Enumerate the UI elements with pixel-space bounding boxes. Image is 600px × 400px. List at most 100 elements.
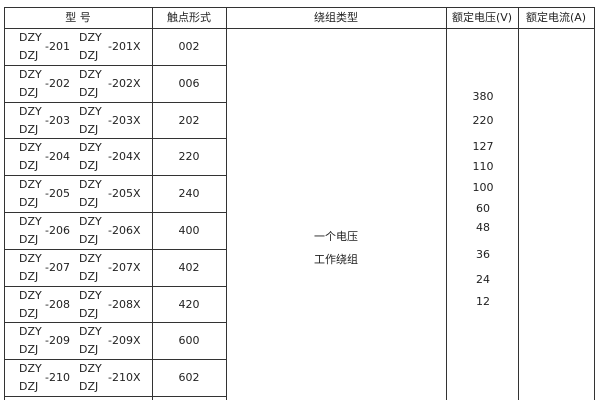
model-number: -203: [45, 113, 70, 127]
voltage-value: 380: [472, 90, 494, 103]
column-divider: [446, 7, 447, 400]
contact-form: 600: [178, 334, 200, 348]
model-prefix-c: DZY: [79, 362, 102, 376]
header-voltage: 额定电压(V): [451, 11, 513, 24]
model-number-x: -209X: [108, 334, 141, 348]
model-number-x: -204X: [108, 150, 141, 164]
contact-form: 006: [178, 76, 200, 90]
model-prefix-b: DZJ: [19, 49, 39, 62]
model-prefix-c: DZY: [79, 67, 102, 81]
model-prefix-b: DZJ: [19, 159, 39, 173]
model-prefix-d: DZJ: [79, 306, 99, 320]
model-prefix-d: DZJ: [79, 343, 99, 357]
model-prefix-d: DZJ: [79, 49, 99, 62]
column-divider: [4, 7, 5, 400]
model-number-x: -203X: [108, 113, 141, 127]
model-number-x: -205X: [108, 187, 141, 201]
row-divider: [4, 286, 226, 287]
contact-form: 220: [178, 150, 200, 164]
column-divider: [226, 7, 227, 400]
winding-line-2: 工作绕组: [314, 253, 358, 266]
model-prefix-c: DZY: [79, 325, 102, 339]
model-prefix-b: DZJ: [19, 380, 39, 394]
column-divider: [518, 7, 519, 400]
border-top: [4, 7, 595, 8]
model-prefix-d: DZJ: [79, 122, 99, 136]
model-prefix-a: DZY: [19, 178, 42, 192]
model-number-x: -208X: [108, 297, 141, 311]
column-divider: [594, 7, 595, 400]
model-prefix-a: DZY: [19, 215, 42, 228]
model-prefix-a: DZY: [19, 288, 42, 302]
model-prefix-b: DZJ: [19, 269, 39, 283]
row-divider: [4, 175, 226, 176]
row-divider: [4, 212, 226, 213]
model-number: -207: [45, 260, 70, 274]
contact-form: 402: [178, 260, 200, 274]
model-prefix-c: DZY: [79, 251, 102, 265]
model-number: -204: [45, 150, 70, 164]
model-number-x: -210X: [108, 371, 141, 385]
contact-form: 420: [178, 297, 200, 311]
winding-line-1: 一个电压: [314, 230, 358, 243]
row-divider: [4, 322, 226, 323]
voltage-value: 100: [472, 181, 494, 194]
header-model: 型 号: [65, 11, 91, 24]
row-divider: [4, 249, 226, 250]
model-prefix-a: DZY: [19, 67, 42, 81]
model-prefix-c: DZY: [79, 104, 102, 118]
model-prefix-d: DZJ: [79, 380, 99, 394]
column-divider: [152, 7, 153, 400]
model-prefix-c: DZY: [79, 31, 102, 44]
model-prefix-d: DZJ: [79, 85, 99, 99]
row-divider: [4, 138, 226, 139]
model-prefix-c: DZY: [79, 288, 102, 302]
model-number: -206: [45, 224, 70, 237]
model-number: -210: [45, 371, 70, 385]
model-prefix-c: DZY: [79, 178, 102, 192]
model-prefix-d: DZJ: [79, 196, 99, 210]
model-prefix-a: DZY: [19, 104, 42, 118]
model-number: -208: [45, 297, 70, 311]
header-winding: 绕组类型: [314, 11, 358, 24]
model-prefix-a: DZY: [19, 251, 42, 265]
model-number: -202: [45, 76, 70, 90]
voltage-value: 127: [472, 140, 494, 153]
model-number-x: -201X: [108, 40, 141, 53]
header-divider: [4, 28, 595, 29]
header-current: 额定电流(A): [525, 11, 587, 24]
model-prefix-d: DZJ: [79, 269, 99, 283]
model-prefix-b: DZJ: [19, 122, 39, 136]
model-number-x: -207X: [108, 260, 141, 274]
model-prefix-a: DZY: [19, 362, 42, 376]
model-prefix-d: DZJ: [79, 159, 99, 173]
contact-form: 602: [178, 371, 200, 385]
voltage-value: 36: [476, 248, 490, 261]
model-prefix-c: DZY: [79, 215, 102, 228]
model-prefix-a: DZY: [19, 325, 42, 339]
voltage-value: 220: [472, 114, 494, 127]
contact-form: 240: [178, 187, 200, 201]
row-divider: [4, 396, 226, 397]
model-number: -201: [45, 40, 70, 53]
header-contact: 触点形式: [167, 11, 211, 24]
model-prefix-c: DZY: [79, 141, 102, 155]
model-prefix-b: DZJ: [19, 85, 39, 99]
model-prefix-a: DZY: [19, 31, 42, 44]
model-prefix-b: DZJ: [19, 343, 39, 357]
model-prefix-a: DZY: [19, 141, 42, 155]
model-prefix-d: DZJ: [79, 233, 99, 246]
row-divider: [4, 102, 226, 103]
row-divider: [4, 65, 226, 66]
voltage-value: 48: [476, 221, 490, 234]
model-prefix-b: DZJ: [19, 306, 39, 320]
model-number: -209: [45, 334, 70, 348]
voltage-value: 110: [472, 160, 494, 173]
contact-form: 202: [178, 113, 200, 127]
contact-form: 400: [178, 224, 200, 237]
voltage-value: 24: [476, 273, 490, 286]
model-prefix-b: DZJ: [19, 196, 39, 210]
row-divider: [4, 359, 226, 360]
voltage-value: 60: [476, 202, 490, 215]
